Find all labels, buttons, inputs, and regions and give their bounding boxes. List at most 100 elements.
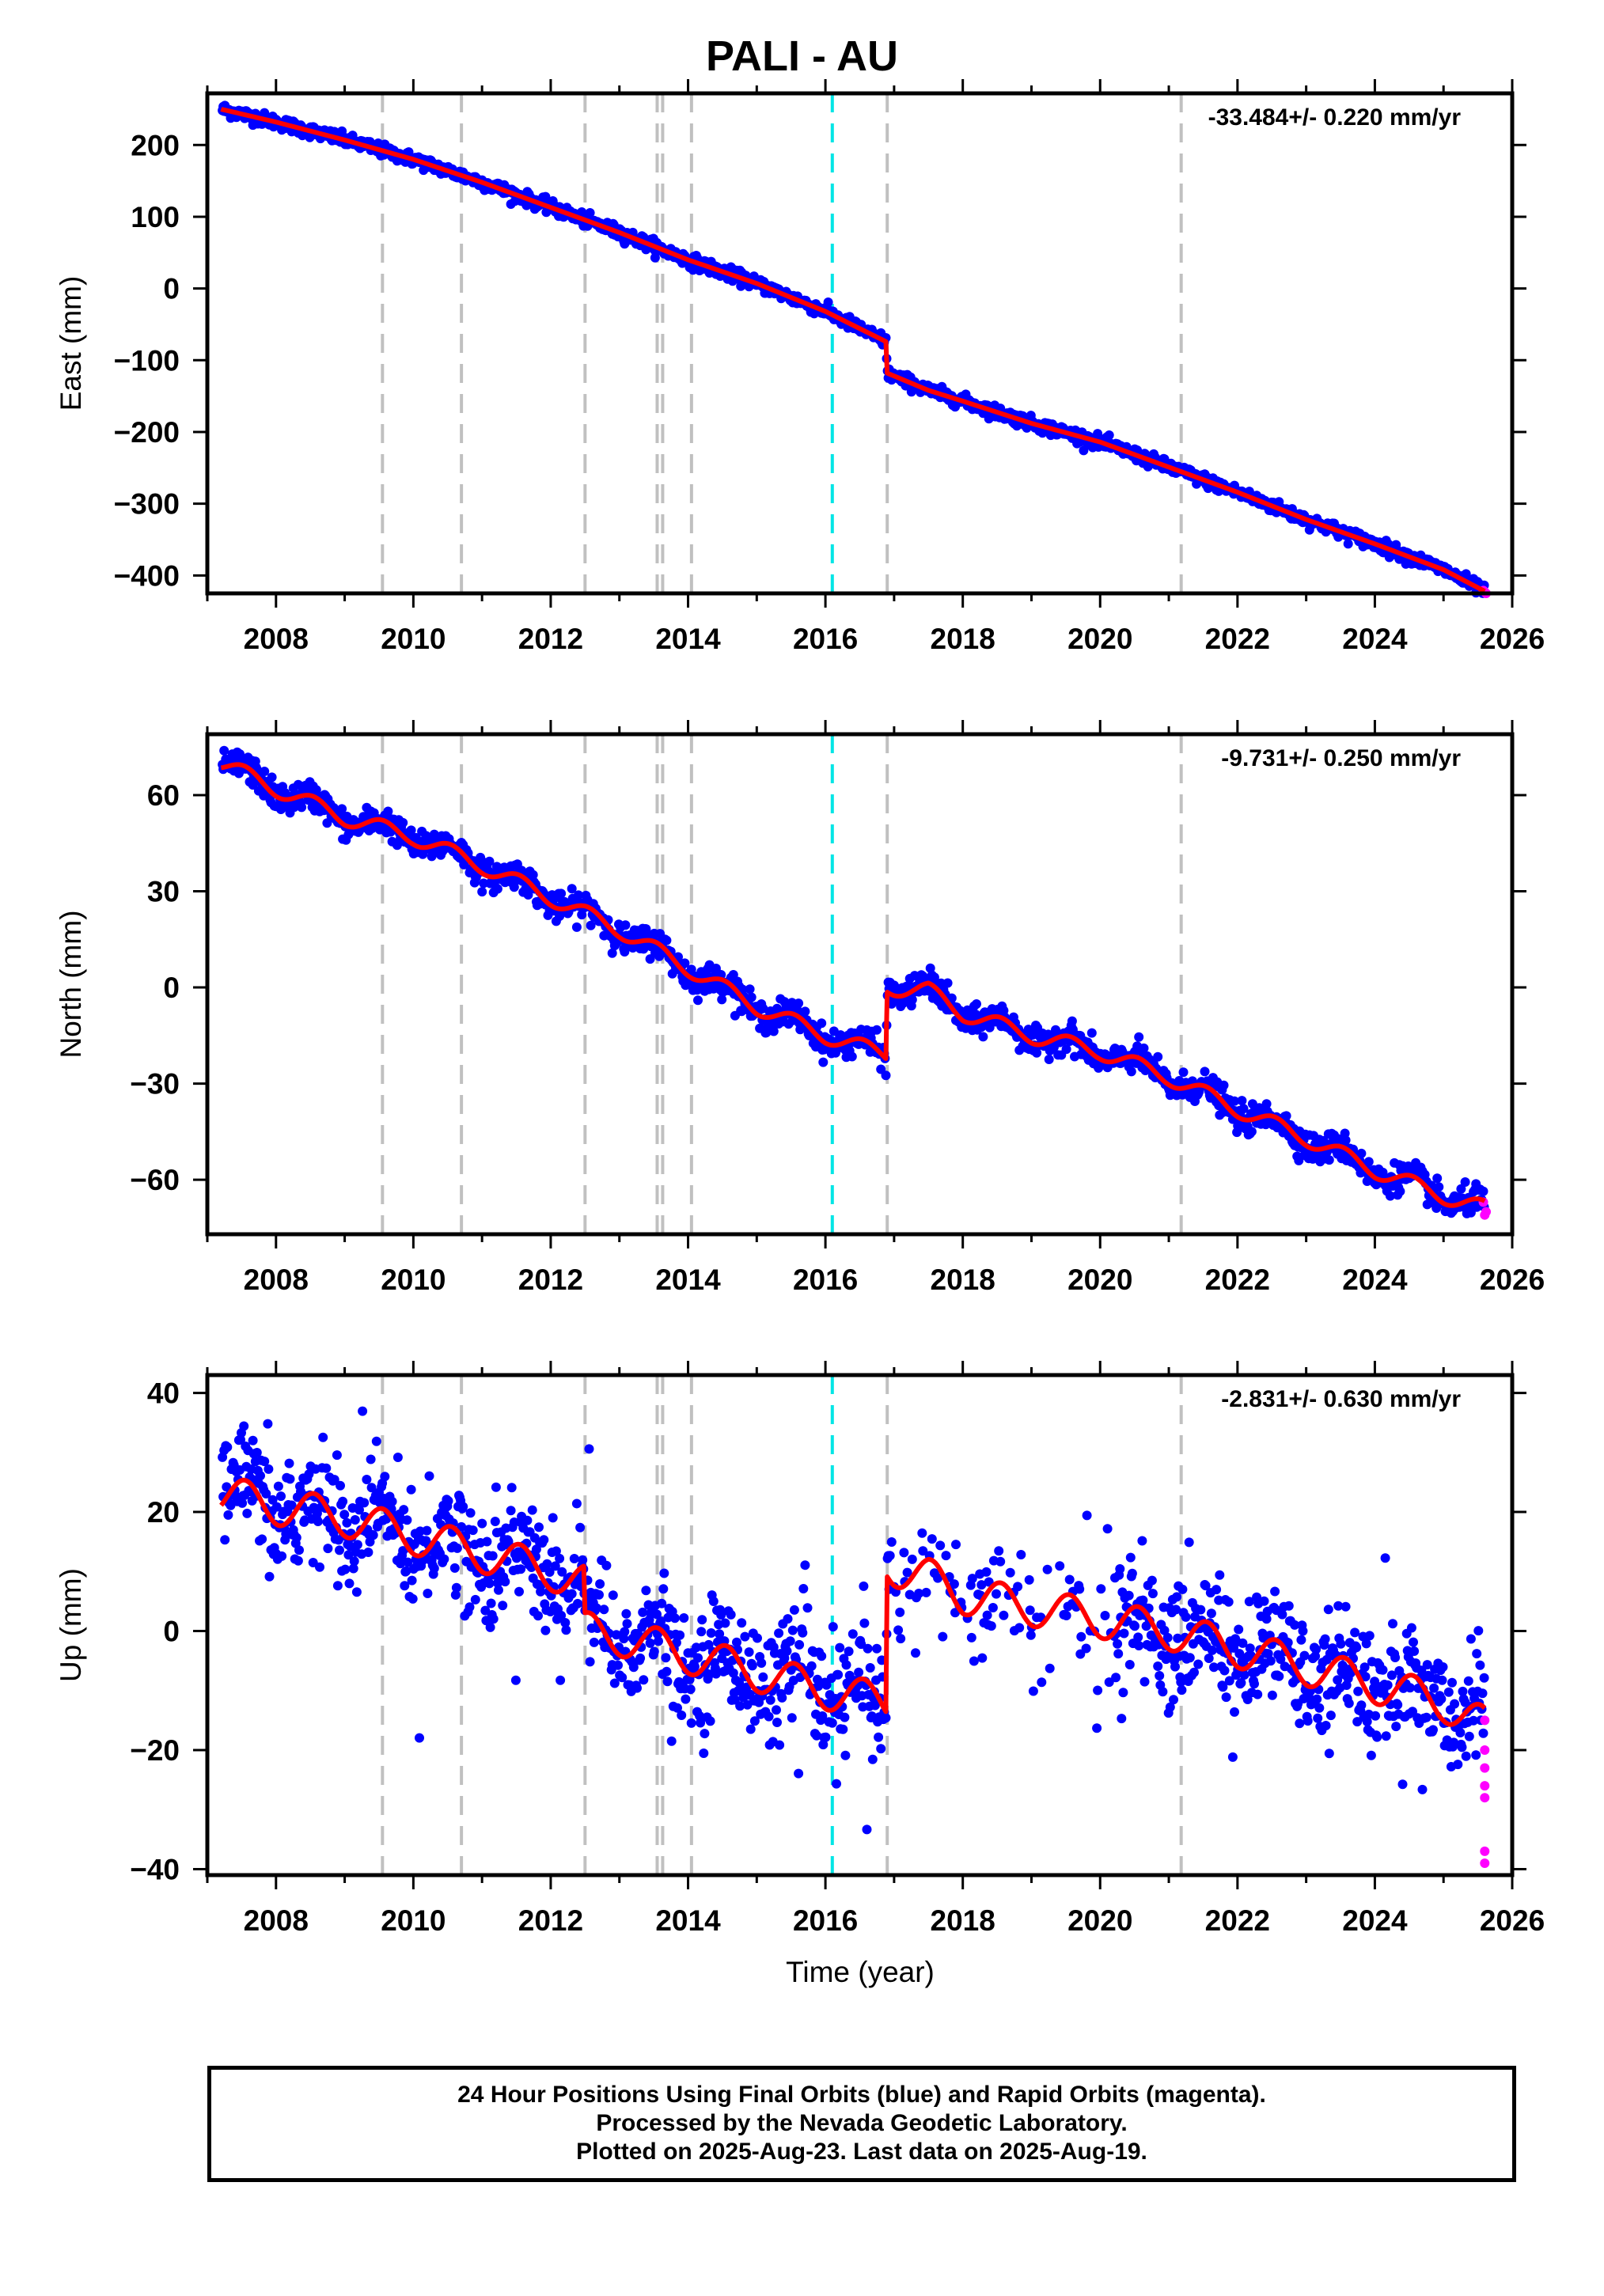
data-point <box>1014 1623 1025 1633</box>
data-point <box>1212 1585 1222 1595</box>
data-point <box>899 1548 909 1558</box>
data-point <box>1453 1760 1463 1770</box>
data-point <box>1352 1642 1362 1653</box>
y-tick-label: 0 <box>163 972 180 1004</box>
rapid-orbit-point <box>1480 1715 1490 1726</box>
data-point <box>223 1510 233 1520</box>
data-point <box>318 1432 328 1442</box>
data-point <box>817 1651 827 1661</box>
y-tick-label: 60 <box>147 779 180 812</box>
data-point <box>1093 1685 1103 1695</box>
data-point <box>599 1605 609 1615</box>
data-point <box>1055 1561 1065 1571</box>
data-point <box>893 1625 904 1635</box>
data-point <box>293 1555 303 1566</box>
data-point <box>349 1556 359 1567</box>
data-point <box>1298 1626 1308 1636</box>
x-tick-label: 2016 <box>793 623 858 655</box>
data-point <box>679 1613 689 1623</box>
data-point <box>794 1768 804 1779</box>
rapid-orbit-point <box>1480 1793 1490 1803</box>
data-point <box>527 1505 537 1515</box>
data-point <box>774 1628 784 1639</box>
y-tick-label: 30 <box>147 876 180 908</box>
data-point <box>285 1474 295 1484</box>
y-axis-label: Up (mm) <box>55 1568 87 1682</box>
data-point <box>941 1551 951 1561</box>
data-point <box>639 1675 649 1685</box>
data-point <box>1363 1157 1374 1167</box>
data-point <box>794 1639 805 1650</box>
data-point <box>1259 1596 1269 1606</box>
plot-frame <box>205 1373 1515 1877</box>
data-point <box>951 1540 961 1550</box>
north-panel: 2008 2010 2012 2014 2016 2018 2020 2022 2024 2026… <box>55 720 1545 1296</box>
data-point <box>1311 1644 1321 1654</box>
data-point <box>1246 1127 1257 1137</box>
data-point <box>859 1581 869 1591</box>
data-point <box>838 1724 848 1734</box>
data-point <box>1111 1673 1121 1683</box>
x-tick-label: 2020 <box>1067 623 1132 655</box>
data-point <box>573 1598 582 1608</box>
data-point <box>675 1630 685 1640</box>
data-point <box>1100 1611 1110 1620</box>
data-point <box>764 1711 774 1722</box>
data-point <box>1127 1568 1137 1578</box>
data-point <box>291 1533 301 1543</box>
data-point <box>1134 1032 1144 1042</box>
data-point <box>340 1564 351 1574</box>
data-point <box>620 920 631 930</box>
x-axis-label: Time (year) <box>786 1956 935 1988</box>
x-tick-label: 2014 <box>655 623 721 655</box>
data-point <box>1221 1692 1231 1703</box>
data-point <box>867 1754 878 1764</box>
data-point <box>363 1548 374 1557</box>
page-title: PALI - AU <box>706 32 898 80</box>
data-point <box>972 999 981 1009</box>
east-panel: 2008 2010 2012 2014 2016 2018 2020 2022 2024 2026… <box>55 79 1545 655</box>
x-tick-label: 2026 <box>1480 1264 1545 1296</box>
data-point <box>1113 1639 1123 1649</box>
data-point <box>242 1508 252 1518</box>
x-tick-label: 2012 <box>518 1904 583 1937</box>
data-point <box>844 1646 854 1657</box>
data-point <box>613 1660 623 1670</box>
data-point <box>1125 1552 1136 1563</box>
data-point <box>1450 1699 1460 1709</box>
data-point <box>1193 1659 1204 1669</box>
x-tick-label: 2010 <box>381 623 446 655</box>
data-point <box>705 1716 715 1726</box>
data-point <box>539 1535 549 1545</box>
data-point <box>407 1575 417 1586</box>
data-point <box>344 1578 355 1589</box>
data-point <box>540 1625 551 1635</box>
data-point <box>886 1537 897 1547</box>
data-point <box>659 1568 669 1578</box>
data-point <box>294 1545 304 1555</box>
data-point <box>1323 1605 1333 1615</box>
data-point <box>783 1614 793 1624</box>
x-tick-label: 2014 <box>655 1264 721 1296</box>
data-point <box>601 1560 612 1570</box>
data-point <box>662 1677 673 1687</box>
data-point <box>1061 1611 1071 1620</box>
data-point <box>1153 1661 1163 1671</box>
data-point <box>840 1750 851 1760</box>
data-point <box>465 1508 476 1518</box>
data-point <box>260 767 270 776</box>
data-point <box>1124 1590 1134 1601</box>
data-point <box>267 772 277 782</box>
data-point <box>443 1496 453 1506</box>
data-point <box>1219 1665 1230 1676</box>
data-point <box>907 1554 917 1564</box>
x-tick-label: 2016 <box>793 1264 858 1296</box>
data-point <box>406 1484 416 1495</box>
data-point <box>1461 1751 1471 1761</box>
data-point <box>468 1525 478 1536</box>
data-point <box>635 1653 646 1663</box>
x-tick-label: 2018 <box>931 1264 995 1296</box>
data-point <box>1139 1677 1150 1687</box>
data-point <box>1045 1663 1055 1673</box>
data-point <box>1253 1689 1263 1699</box>
